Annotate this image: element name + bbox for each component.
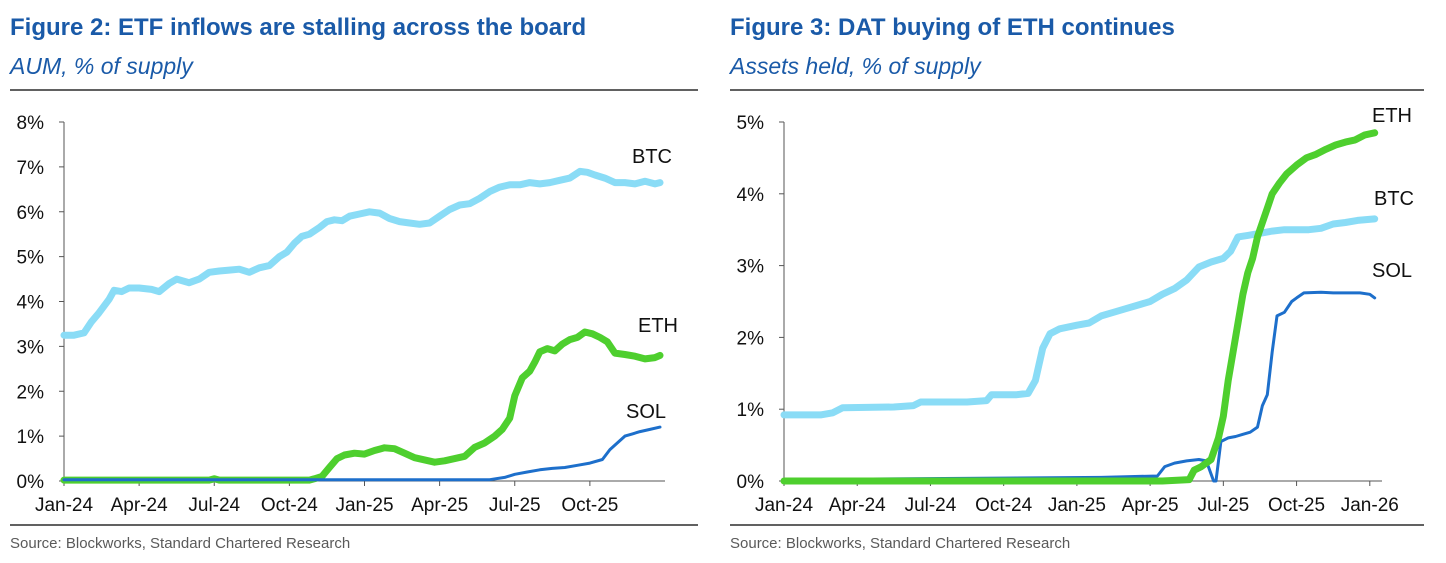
y-tick-label: 2% xyxy=(737,328,765,349)
y-tick-label: 5% xyxy=(17,248,45,269)
x-tick-label: Oct-25 xyxy=(1268,495,1325,516)
series-line-eth xyxy=(60,328,664,484)
axes-layer: 0% 1% 2% 3% 4% 5% Jan-24 Apr-24 Jul-24 Oct-24 Jan-… xyxy=(737,113,1399,516)
series-labels-layer: BTC ETH SOL xyxy=(626,146,678,423)
axes-layer: 0% 1% 2% 3% 4% 5% 6% 7% 8% Jan-24 Apr-24 Jul-24 Oct-… xyxy=(17,113,665,516)
x-tick-label: Oct-24 xyxy=(261,495,318,516)
series-label-sol: SOL xyxy=(1372,260,1412,282)
y-tick-label: 5% xyxy=(737,113,765,134)
y-tick-label: 0% xyxy=(737,472,765,493)
x-tick-label: Apr-24 xyxy=(829,495,886,516)
series-line-sol xyxy=(782,290,1377,483)
series-label-btc: BTC xyxy=(632,146,672,168)
x-tick-label: Jan-25 xyxy=(1048,495,1106,516)
series-labels-layer: BTC SOL ETH xyxy=(1372,105,1414,282)
x-tick-label: Apr-25 xyxy=(1122,495,1179,516)
x-tick-label: Oct-24 xyxy=(975,495,1032,516)
figure-source: Source: Blockworks, Standard Chartered R… xyxy=(10,535,351,552)
y-tick-label: 4% xyxy=(17,293,45,314)
y-tick-label: 1% xyxy=(737,400,765,421)
series-layer xyxy=(60,167,664,484)
x-tick-label: Jul-25 xyxy=(1197,495,1249,516)
series-label-eth: ETH xyxy=(638,315,678,337)
y-tick-label: 6% xyxy=(17,203,45,224)
y-tick-label: 4% xyxy=(737,185,765,206)
y-tick-label: 1% xyxy=(17,427,45,448)
figure-title: Figure 3: DAT buying of ETH continues xyxy=(730,14,1175,41)
series-line-btc xyxy=(780,215,1379,419)
figure-3-chart: 0% 1% 2% 3% 4% 5% Jan-24 Apr-24 Jul-24 Oct-24 Jan-… xyxy=(730,89,1424,526)
x-tick-label: Jul-24 xyxy=(905,495,957,516)
series-label-btc: BTC xyxy=(1374,188,1414,210)
series-label-sol: SOL xyxy=(626,401,666,423)
y-tick-label: 0% xyxy=(17,472,45,493)
series-line-btc xyxy=(60,167,664,339)
figure-2-panel: 0% 1% 2% 3% 4% 5% 6% 7% 8% Jan-24 Apr-24 Jul-24 Oct-… xyxy=(0,0,720,563)
y-tick-label: 2% xyxy=(17,382,45,403)
x-tick-label: Jan-26 xyxy=(1341,495,1399,516)
series-label-eth: ETH xyxy=(1372,105,1412,127)
x-tick-label: Jul-24 xyxy=(188,495,240,516)
y-tick-label: 3% xyxy=(737,257,765,278)
y-tick-label: 7% xyxy=(17,158,45,179)
series-layer xyxy=(780,129,1379,485)
y-tick-label: 8% xyxy=(17,113,45,134)
figure-subtitle: Assets held, % of supply xyxy=(730,53,981,79)
figure-title: Figure 2: ETF inflows are stalling acros… xyxy=(10,14,587,41)
x-tick-label: Jul-25 xyxy=(489,495,541,516)
y-tick-label: 3% xyxy=(17,337,45,358)
x-tick-label: Jan-24 xyxy=(755,495,814,516)
figure-subtitle: AUM, % of supply xyxy=(10,53,193,79)
figure-2-chart: 0% 1% 2% 3% 4% 5% 6% 7% 8% Jan-24 Apr-24 Jul-24 Oct-… xyxy=(10,89,698,526)
x-tick-label: Jan-24 xyxy=(35,495,94,516)
x-tick-label: Oct-25 xyxy=(561,495,618,516)
figure-source: Source: Blockworks, Standard Chartered R… xyxy=(730,535,1071,552)
x-tick-label: Jan-25 xyxy=(335,495,393,516)
series-line-eth xyxy=(780,129,1379,485)
x-tick-label: Apr-25 xyxy=(411,495,468,516)
figure-3-panel: 0% 1% 2% 3% 4% 5% Jan-24 Apr-24 Jul-24 Oct-24 Jan-… xyxy=(720,0,1446,563)
series-line-sol xyxy=(62,425,662,482)
x-tick-label: Apr-24 xyxy=(111,495,168,516)
